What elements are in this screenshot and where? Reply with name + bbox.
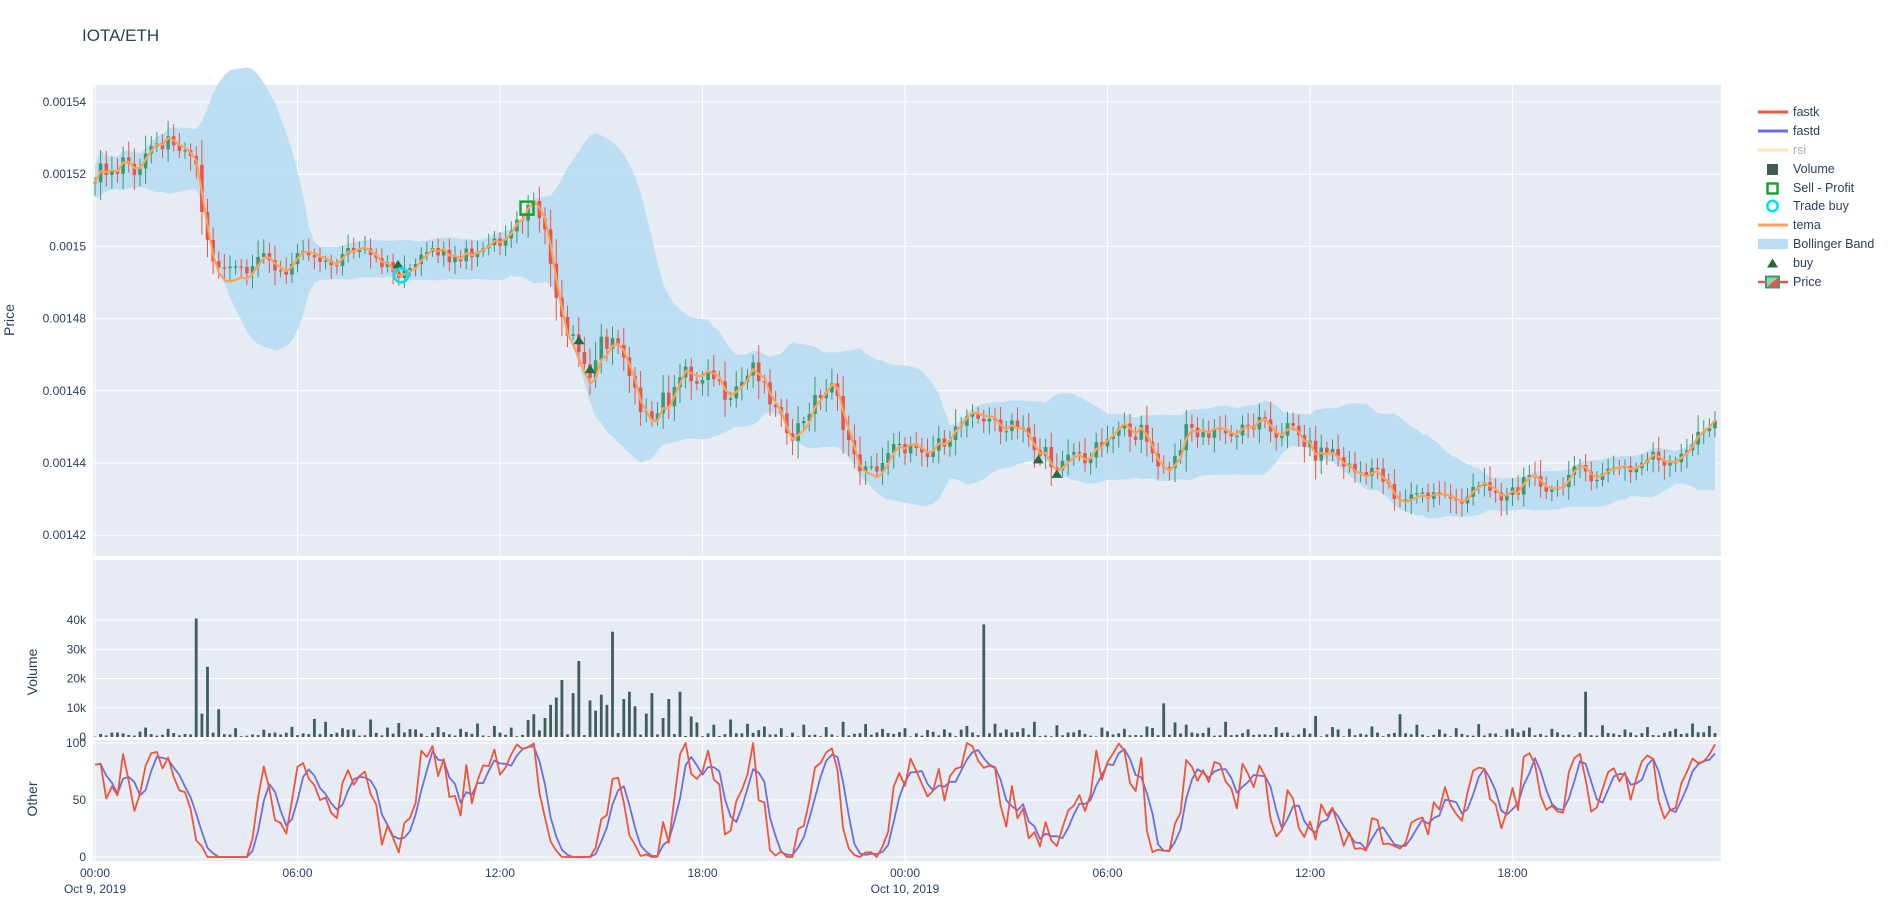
legend-item-label: Volume (1793, 161, 1835, 176)
other-axis-title: Other (24, 781, 40, 816)
volume-bars (93, 618, 1717, 737)
buy-marker (573, 335, 585, 345)
line-legend-icon (1758, 223, 1788, 227)
price-axis-title: Price (1, 304, 17, 336)
x-tick-label: 06:00 (1092, 866, 1122, 880)
legend-item-label: Bollinger Band (1793, 236, 1875, 251)
x-tick-label: 18:00 (1497, 866, 1527, 880)
fastk-line (94, 742, 1716, 858)
price-tick-label: 0.00152 (43, 167, 87, 181)
other-tick-label: 50 (73, 793, 87, 807)
volume-tick-label: 40k (67, 613, 87, 627)
trade-buy-marker (392, 266, 410, 284)
tema-line (93, 137, 1717, 504)
buy-marker (1032, 454, 1044, 464)
band-legend-icon (1758, 238, 1788, 249)
x-date-label: Oct 9, 2019 (64, 882, 126, 896)
price-tick-label: 0.00154 (43, 95, 87, 109)
sell-profit-marker (519, 200, 535, 216)
legend-item-tema[interactable]: tema (1756, 216, 1874, 235)
line-legend-icon (1758, 110, 1788, 114)
price-tick-label: 0.0015 (49, 239, 86, 253)
legend-item-label: tema (1793, 218, 1821, 233)
volume-axis-title: Volume (24, 648, 40, 695)
x-date-label: Oct 10, 2019 (871, 882, 940, 896)
legend-item-label: fastk (1793, 105, 1820, 120)
legend-item-label: Price (1793, 274, 1822, 289)
buy-marker (392, 259, 404, 269)
legend-item-label: rsi (1793, 142, 1807, 157)
bollinger-band-area (95, 67, 1715, 519)
volume-tick-label: 30k (67, 642, 87, 656)
legend-item-buy[interactable]: buy (1756, 253, 1874, 272)
legend-item-bollinger-band[interactable]: Bollinger Band (1756, 235, 1874, 254)
volume-tick-label: 10k (67, 701, 87, 715)
volume-tick-label: 20k (67, 672, 87, 686)
price-tick-label: 0.00142 (43, 528, 87, 542)
price-tick-label: 0.00146 (43, 384, 87, 398)
legend-item-label: Trade buy (1793, 199, 1849, 214)
candle-legend-icon (1758, 275, 1788, 289)
price-tick-label: 0.00148 (43, 312, 87, 326)
line-legend-icon (1758, 148, 1788, 152)
x-tick-label: 12:00 (485, 866, 515, 880)
open-circle-legend-icon (1766, 199, 1779, 213)
open-square-legend-icon (1766, 181, 1779, 195)
line-legend-icon (1758, 129, 1788, 133)
volume-plot-area[interactable] (93, 560, 1721, 737)
legend-item-label: buy (1793, 255, 1814, 270)
legend-item-fastd[interactable]: fastd (1756, 122, 1874, 141)
square-legend-icon (1767, 163, 1778, 175)
legend-item-label: fastd (1793, 124, 1821, 139)
legend-item-price[interactable]: Price (1756, 272, 1874, 291)
legend-item-label: Sell - Profit (1793, 180, 1855, 195)
volume-tick-label: 0 (79, 730, 86, 744)
other-tick-label: 100 (66, 736, 86, 750)
x-tick-label: 12:00 (1295, 866, 1325, 880)
buy-marker (1051, 469, 1063, 478)
price-tick-label: 0.00144 (43, 456, 87, 470)
legend: fastk fastd rsi Volume Sell - Profit Trade bu… (1756, 103, 1874, 291)
legend-item-sell-profit[interactable]: Sell - Profit (1756, 178, 1874, 197)
chart-title: IOTA/ETH (82, 26, 160, 45)
legend-item-trade-buy[interactable]: Trade buy (1756, 197, 1874, 216)
x-tick-label: 18:00 (687, 866, 717, 880)
buy-marker (584, 364, 596, 374)
x-tick-label: 00:00 (80, 866, 110, 880)
legend-item-rsi[interactable]: rsi (1756, 141, 1874, 160)
other-tick-label: 0 (79, 850, 86, 864)
legend-item-volume[interactable]: Volume (1756, 159, 1874, 178)
legend-item-fastk[interactable]: fastk (1756, 103, 1874, 122)
x-tick-label: 00:00 (890, 866, 920, 880)
x-tick-label: 06:00 (282, 866, 312, 880)
triangle-legend-icon (1767, 258, 1778, 268)
